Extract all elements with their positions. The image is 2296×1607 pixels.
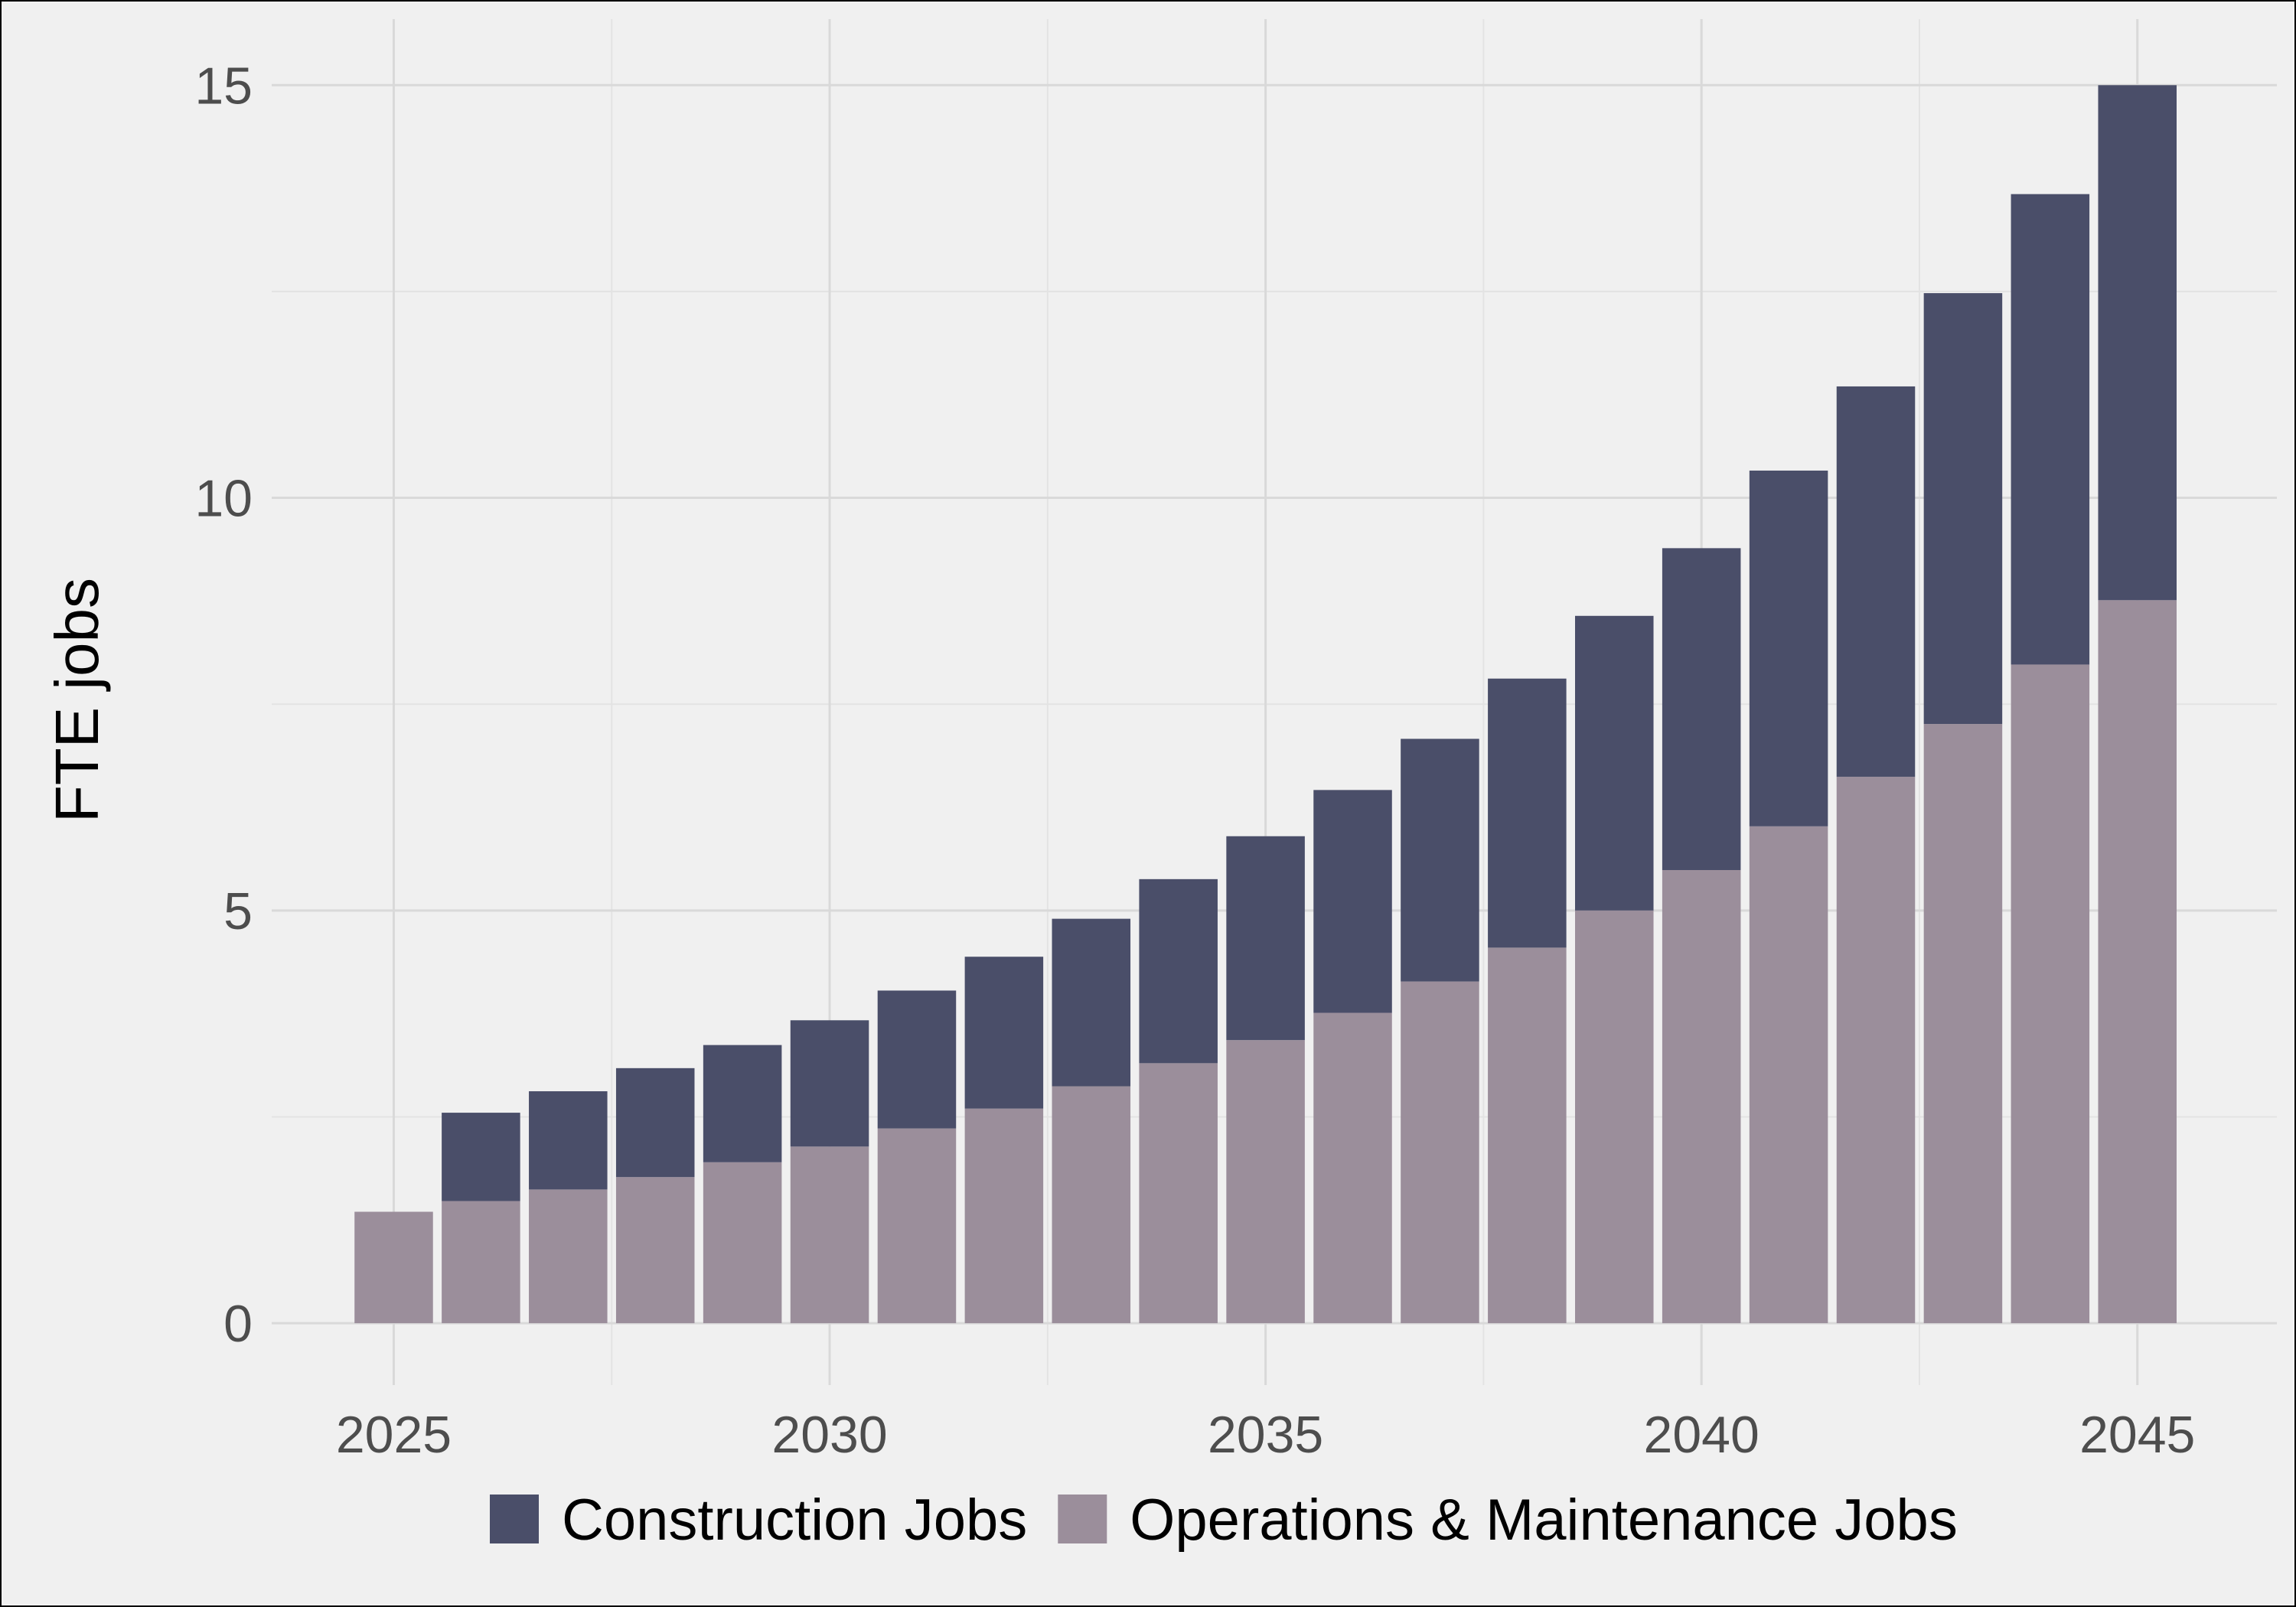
bar-construction-jobs-2031 [877, 990, 957, 1129]
bar-construction-jobs-2041 [1749, 470, 1828, 826]
x-tick-label: 2035 [1208, 1406, 1323, 1464]
legend-key-operations-and-maintenance-jobs [1058, 1495, 1107, 1543]
bar-construction-jobs-2042 [1836, 386, 1916, 777]
bar-operations-and-maintenance-jobs-2027 [529, 1189, 608, 1324]
bar-operations-and-maintenance-jobs-2045 [2098, 600, 2177, 1324]
bar-construction-jobs-2027 [529, 1091, 608, 1190]
bar-operations-and-maintenance-jobs-2036 [1313, 1012, 1392, 1324]
y-axis-ticks: 0 5 10 15 [194, 57, 253, 1353]
bar-construction-jobs-2039 [1575, 615, 1654, 911]
bar-operations-and-maintenance-jobs-2040 [1662, 869, 1741, 1324]
bar-operations-and-maintenance-jobs-2044 [2011, 664, 2090, 1324]
bar-operations-and-maintenance-jobs-2042 [1836, 777, 1916, 1324]
y-tick-label: 15 [194, 57, 253, 115]
x-tick-label: 2045 [2079, 1406, 2195, 1464]
bar-construction-jobs-2032 [964, 957, 1044, 1109]
bar-construction-jobs-2044 [2011, 194, 2090, 665]
x-tick-label: 2030 [771, 1406, 887, 1464]
bar-operations-and-maintenance-jobs-2035 [1226, 1040, 1305, 1324]
bar-operations-and-maintenance-jobs-2030 [790, 1146, 869, 1324]
bar-construction-jobs-2030 [790, 1020, 869, 1147]
y-axis-title: FTE jobs [43, 578, 111, 823]
bar-operations-and-maintenance-jobs-2026 [442, 1201, 520, 1324]
bar-construction-jobs-2037 [1401, 738, 1479, 982]
bar-construction-jobs-2036 [1313, 790, 1392, 1013]
bar-operations-and-maintenance-jobs-2025 [354, 1211, 433, 1324]
bar-construction-jobs-2029 [703, 1045, 782, 1162]
bar-operations-and-maintenance-jobs-2038 [1488, 947, 1567, 1324]
bar-construction-jobs-2026 [442, 1113, 520, 1201]
x-tick-label: 2040 [1644, 1406, 1760, 1464]
legend-label-operations-and-maintenance-jobs: Operations & Maintenance Jobs [1130, 1488, 1958, 1553]
y-tick-label: 0 [223, 1295, 253, 1353]
bar-construction-jobs-2038 [1488, 678, 1567, 948]
bar-operations-and-maintenance-jobs-2037 [1401, 981, 1479, 1324]
bar-operations-and-maintenance-jobs-2033 [1052, 1086, 1131, 1324]
bar-operations-and-maintenance-jobs-2041 [1749, 826, 1828, 1324]
bar-operations-and-maintenance-jobs-2034 [1139, 1063, 1218, 1324]
legend: Construction Jobs Operations & Maintenanc… [490, 1488, 1958, 1553]
bar-construction-jobs-2045 [2098, 85, 2177, 601]
bar-construction-jobs-2034 [1139, 878, 1218, 1064]
bar-operations-and-maintenance-jobs-2028 [615, 1177, 695, 1324]
bar-construction-jobs-2043 [1923, 293, 2003, 725]
bar-operations-and-maintenance-jobs-2039 [1575, 910, 1654, 1324]
bars-group [354, 85, 2177, 1324]
y-tick-label: 10 [194, 470, 253, 528]
bar-operations-and-maintenance-jobs-2043 [1923, 724, 2003, 1324]
bar-construction-jobs-2033 [1052, 918, 1131, 1087]
legend-key-construction-jobs [490, 1495, 539, 1543]
legend-label-construction-jobs: Construction Jobs [562, 1488, 1027, 1553]
x-tick-label: 2025 [336, 1406, 452, 1464]
bar-construction-jobs-2028 [615, 1068, 695, 1178]
bar-construction-jobs-2040 [1662, 548, 1741, 870]
bar-operations-and-maintenance-jobs-2032 [964, 1108, 1044, 1324]
bar-construction-jobs-2035 [1226, 836, 1305, 1041]
y-tick-label: 5 [223, 882, 253, 940]
bar-operations-and-maintenance-jobs-2029 [703, 1162, 782, 1324]
bar-operations-and-maintenance-jobs-2031 [877, 1128, 957, 1324]
x-axis-ticks: 2025 2030 2035 2040 2045 [336, 1406, 2196, 1464]
